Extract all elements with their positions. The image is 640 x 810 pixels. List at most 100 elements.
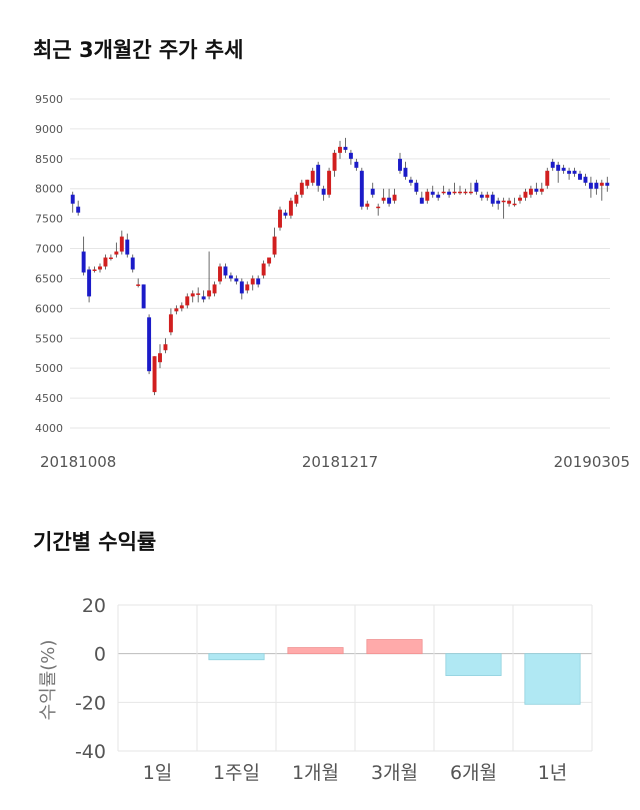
price-candle [496, 197, 501, 210]
price-x-tick: 20181217 [302, 453, 378, 471]
price-candle [81, 236, 86, 276]
price-candle [158, 344, 162, 369]
price-candle [294, 191, 299, 207]
price-candle [310, 167, 315, 186]
price-candle [398, 152, 402, 174]
candlestick-chart: 9500 9000 8500 8000 7500 7000 6500 6000 5500 5000… [35, 93, 630, 471]
price-candle [387, 188, 392, 207]
price-candle [507, 197, 512, 207]
price-candle [283, 209, 288, 219]
price-y-tick: 4500 [35, 392, 63, 405]
price-candle [354, 158, 359, 171]
price-candle [534, 182, 539, 195]
price-candle [338, 140, 342, 159]
price-candle [419, 191, 424, 204]
price-candle [370, 182, 375, 198]
price-candle [207, 251, 212, 300]
price-candle [152, 356, 157, 396]
returns-y-tick: 0 [94, 644, 106, 666]
price-candle [76, 200, 81, 216]
price-candle [327, 167, 332, 198]
returns-x-tick: 1주일 [213, 762, 260, 784]
price-candle [343, 137, 348, 153]
price-candle [452, 182, 457, 195]
returns-title: 기간별 수익률 [33, 530, 157, 554]
price-candle [272, 227, 277, 258]
price-candle [474, 179, 479, 195]
price-y-tick: 9000 [35, 123, 63, 136]
price-candle [179, 302, 184, 312]
price-candle [108, 254, 113, 261]
price-candle [98, 263, 102, 273]
price-candle [501, 197, 506, 219]
returns-y-tick: -40 [75, 741, 106, 763]
returns-ylabel: 수익률(%) [38, 640, 59, 721]
price-candle [490, 191, 495, 207]
price-candle [572, 167, 577, 177]
price-candle [447, 188, 452, 198]
price-candle [523, 188, 528, 201]
price-candle [141, 284, 146, 309]
price-candle [201, 290, 206, 303]
price-candle [218, 263, 222, 285]
returns-y-tick: 20 [82, 595, 106, 617]
price-candle [168, 308, 173, 336]
returns-x-tick: 1년 [538, 762, 568, 784]
returns-bar [366, 639, 423, 655]
price-candle [261, 260, 266, 279]
price-candle [392, 188, 397, 204]
returns-bar [445, 653, 502, 676]
price-candle [212, 281, 217, 297]
price-candle [114, 242, 119, 258]
price-candle [316, 161, 321, 192]
price-y-tick: 9500 [35, 93, 63, 106]
returns-x-tick: 1일 [143, 762, 173, 784]
price-candle [256, 275, 261, 288]
price-y-tick: 7500 [35, 213, 63, 226]
price-candle [594, 179, 599, 195]
price-candle [512, 197, 517, 207]
price-y-tick: 8000 [35, 183, 63, 196]
price-candle [403, 161, 408, 180]
price-candle [458, 185, 462, 195]
returns-bar [287, 647, 344, 655]
price-candle [125, 233, 130, 258]
price-candle [223, 263, 228, 279]
returns-bar [524, 653, 581, 705]
price-candle [578, 170, 582, 180]
price-candle [561, 164, 566, 174]
price-candle [430, 185, 435, 198]
price-candle [381, 188, 386, 204]
price-candle [234, 275, 239, 285]
price-candle [267, 257, 272, 267]
price-candle [605, 176, 610, 192]
price-candle [190, 290, 195, 303]
returns-y-tick: -20 [75, 692, 106, 714]
price-y-tick: 4000 [35, 422, 63, 435]
price-y-tick: 8500 [35, 153, 63, 166]
price-candle [376, 203, 381, 216]
price-candle [408, 176, 413, 186]
price-candle [228, 272, 233, 282]
price-candle [550, 158, 555, 171]
returns-bar [208, 653, 265, 661]
price-candle [348, 149, 353, 165]
price-candle [299, 179, 304, 198]
price-candle [288, 197, 293, 219]
price-candle [174, 305, 179, 315]
price-candle [365, 200, 370, 210]
price-candle [567, 167, 572, 180]
price-candle [87, 266, 92, 303]
price-candle [332, 149, 337, 177]
price-candle [528, 185, 533, 198]
price-y-tick: 7000 [35, 243, 63, 256]
price-y-tick: 5000 [35, 362, 63, 375]
price-trend-title: 최근 3개월간 주가 추세 [33, 38, 244, 62]
price-candle [441, 185, 446, 195]
price-candle [119, 230, 124, 255]
price-candle [463, 188, 468, 195]
returns-x-tick: 1개월 [292, 762, 339, 784]
price-candle [485, 191, 490, 201]
price-candle [425, 188, 430, 204]
